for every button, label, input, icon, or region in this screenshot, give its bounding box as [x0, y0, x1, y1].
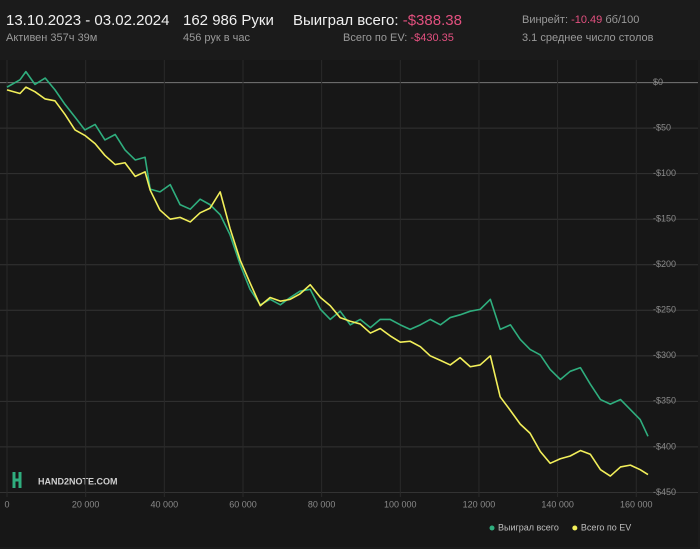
- date-range: 13.10.2023 - 03.02.2024: [6, 12, 170, 29]
- series-line: [6, 86, 649, 477]
- logo-text: HAND2NOTE.COM: [38, 476, 118, 486]
- y-tick-label: -$50: [653, 122, 671, 132]
- legend-marker: [572, 525, 578, 531]
- x-tick-label: 0: [4, 499, 9, 509]
- hands-per-hour: 456 рук в час: [183, 32, 251, 44]
- x-tick-label: 140 000: [541, 499, 574, 509]
- won-value: -$388.38: [402, 12, 462, 29]
- winrate-value: -10.49: [571, 14, 603, 26]
- x-tick-label: 40 000: [151, 499, 179, 509]
- x-tick-label: 20 000: [72, 499, 100, 509]
- ev-label: Всего по EV:: [343, 32, 408, 44]
- legend-marker: [489, 525, 495, 531]
- ev-value: -$430.35: [410, 32, 454, 44]
- plot-background: [0, 60, 698, 547]
- legend-label: Выиграл всего: [498, 522, 559, 532]
- winrate-unit: бб/100: [605, 14, 640, 26]
- y-tick-label: -$350: [653, 396, 676, 406]
- y-tick-label: -$300: [653, 350, 676, 360]
- x-tick-label: 60 000: [229, 499, 257, 509]
- x-tick-label: 100 000: [384, 499, 417, 509]
- x-tick-label: 120 000: [463, 499, 496, 509]
- x-tick-label: 160 000: [620, 499, 653, 509]
- y-tick-label: -$200: [653, 259, 676, 269]
- ev-stat: Всего по EV: -$430.35: [343, 32, 454, 44]
- winrate-stat: Винрейт: -10.49 бб/100: [522, 14, 639, 26]
- hands: 162 986 Руки: [183, 12, 274, 29]
- y-tick-label: -$250: [653, 305, 676, 315]
- won-stat: Выиграл всего: -$388.38: [293, 12, 462, 29]
- x-tick-label: 80 000: [308, 499, 336, 509]
- active-time: Активен 357ч 39м: [6, 32, 98, 44]
- y-tick-label: -$400: [653, 441, 676, 451]
- logo: HAND2NOTE.COM: [12, 472, 118, 488]
- winrate-label: Винрейт:: [522, 14, 569, 26]
- y-tick-label: -$450: [653, 487, 676, 497]
- series-line: [6, 70, 649, 437]
- logo-icon: [12, 472, 22, 488]
- y-tick-label: -$100: [653, 168, 676, 178]
- y-tick-label: -$150: [653, 214, 676, 224]
- legend-label: Всего по EV: [581, 522, 631, 532]
- tables: 3.1 среднее число столов: [522, 32, 654, 44]
- y-tick-label: $0: [653, 77, 663, 87]
- won-label: Выиграл всего:: [293, 12, 399, 29]
